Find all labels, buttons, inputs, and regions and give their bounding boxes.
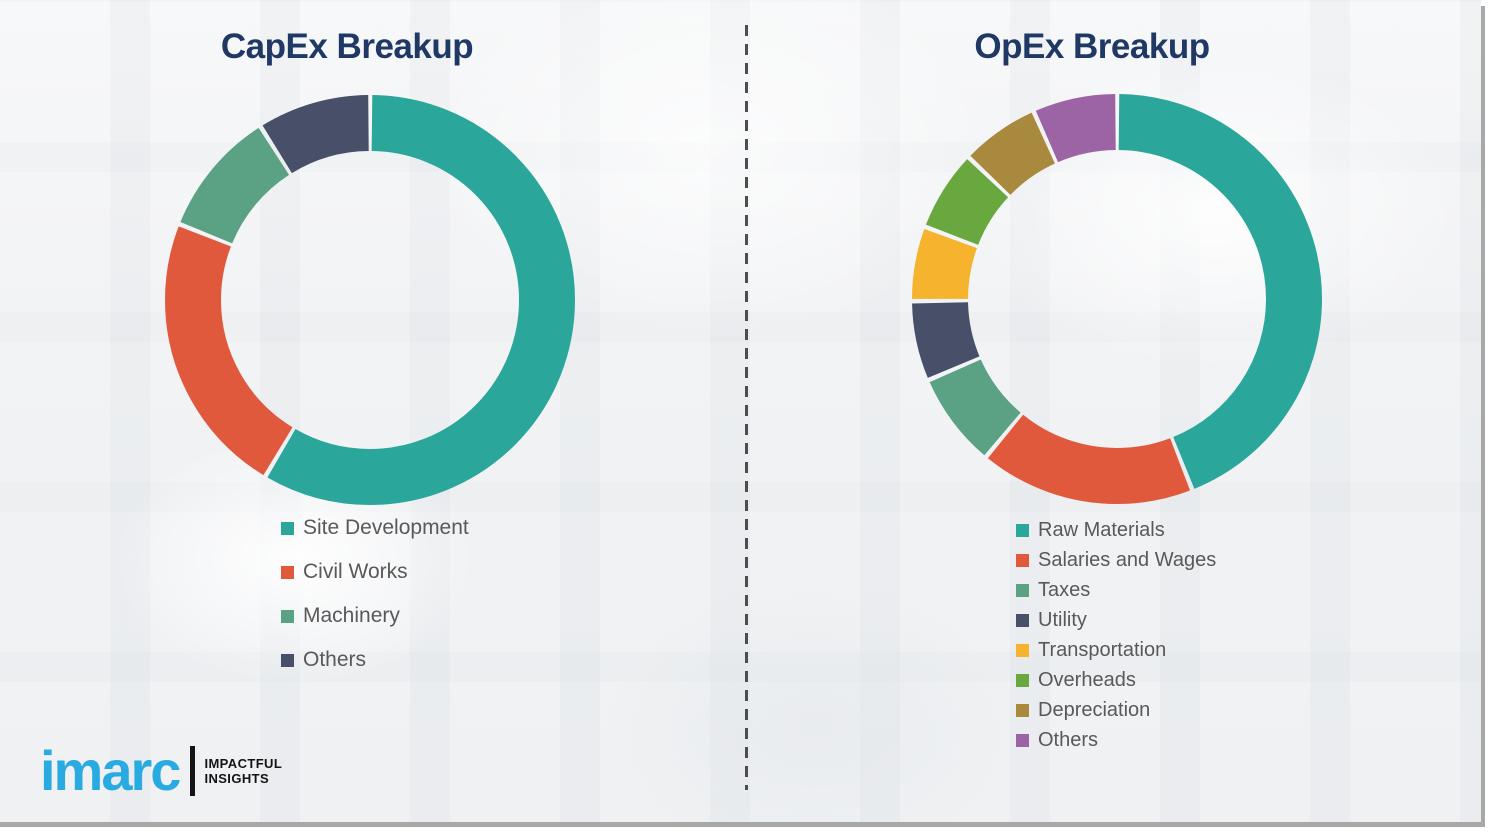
legend-swatch-icon (281, 609, 294, 623)
logo-tagline-line1: IMPACTFUL (204, 756, 283, 771)
legend-swatch-icon (281, 653, 294, 667)
legend-item-overheads: Overheads (1016, 665, 1216, 695)
donut-segment-civil-works (165, 95, 575, 505)
legend-label: Others (303, 648, 367, 671)
legend-label: Civil Works (303, 560, 408, 583)
legend-label: Others (1038, 728, 1099, 751)
legend-swatch-icon (281, 565, 294, 579)
imarc-logo: imarc IMPACTFUL INSIGHTS (40, 742, 282, 800)
capex-legend: Site Development Civil Works Machinery Othe… (281, 506, 469, 682)
imarc-logo-text: imarc (40, 739, 181, 802)
legend-label: Utility (1038, 608, 1087, 631)
legend-swatch-icon (1016, 583, 1029, 597)
legend-label: Machinery (303, 604, 400, 627)
legend-swatch-icon (1016, 643, 1029, 657)
legend-item-machinery: Machinery (281, 594, 469, 638)
legend-label: Raw Materials (1038, 518, 1165, 541)
donut-segment-raw-materials (912, 94, 1322, 504)
logo-tagline-line2: INSIGHTS (204, 771, 270, 786)
capex-donut-chart (165, 95, 575, 505)
donut-segment-salaries-and-wages (912, 94, 1322, 504)
opex-legend: Raw Materials Salaries and Wages Taxes Util… (1016, 515, 1216, 755)
capex-chart-title: CapEx Breakup (220, 27, 474, 66)
legend-item-depreciation: Depreciation (1016, 695, 1216, 725)
legend-swatch-icon (1016, 613, 1029, 627)
legend-label: Taxes (1038, 578, 1091, 601)
imarc-logo-tagline: IMPACTFUL INSIGHTS (204, 756, 282, 786)
legend-item-others: Others (281, 638, 469, 682)
legend-item-taxes: Taxes (1016, 575, 1216, 605)
legend-swatch-icon (1016, 553, 1029, 567)
imarc-logo-divider-bar (190, 746, 196, 796)
slide-border-bottom (0, 822, 1485, 827)
opex-donut-chart (912, 94, 1322, 504)
legend-item-transportation: Transportation (1016, 635, 1216, 665)
legend-swatch-icon (1016, 733, 1029, 747)
donut-segment-site-development (165, 95, 575, 505)
legend-item-site-development: Site Development (281, 506, 469, 550)
slide-border-right (1481, 6, 1485, 823)
divider-dashed-line (745, 25, 748, 790)
legend-label: Depreciation (1038, 698, 1151, 721)
legend-item-raw-materials: Raw Materials (1016, 515, 1216, 545)
legend-swatch-icon (1016, 523, 1029, 537)
opex-chart-title: OpEx Breakup (974, 27, 1210, 66)
legend-label: Overheads (1038, 668, 1136, 691)
legend-swatch-icon (281, 521, 294, 535)
legend-item-salaries-and-wages: Salaries and Wages (1016, 545, 1216, 575)
legend-item-others: Others (1016, 725, 1216, 755)
legend-label: Transportation (1038, 638, 1167, 661)
legend-swatch-icon (1016, 673, 1029, 687)
legend-label: Site Development (303, 516, 469, 539)
legend-label: Salaries and Wages (1038, 548, 1217, 571)
legend-item-civil-works: Civil Works (281, 550, 469, 594)
legend-swatch-icon (1016, 703, 1029, 717)
legend-item-utility: Utility (1016, 605, 1216, 635)
